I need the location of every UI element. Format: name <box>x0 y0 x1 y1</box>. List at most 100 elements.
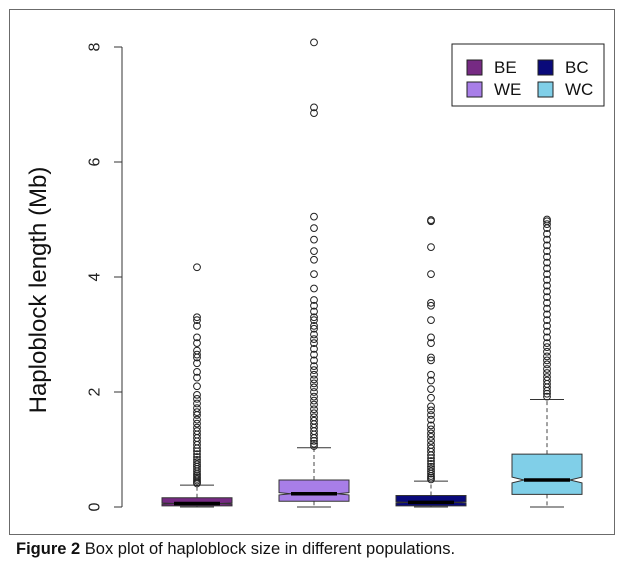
outlier-point <box>543 347 551 356</box>
outlier-point <box>310 321 318 330</box>
outlier-point <box>543 304 551 313</box>
outlier-point <box>310 388 318 396</box>
outlier-point <box>427 393 435 402</box>
outlier-point <box>193 411 201 419</box>
outlier-point <box>310 366 318 375</box>
legend-swatch <box>537 81 554 98</box>
outlier-point <box>427 339 435 348</box>
outlier-point <box>193 415 201 424</box>
outlier-point <box>427 333 435 342</box>
outlier-point <box>193 353 201 362</box>
y-tick-label: 6 <box>87 157 104 166</box>
y-tick-label: 4 <box>87 272 104 281</box>
outlier-point <box>543 220 551 229</box>
legend-label: WC <box>565 80 593 99</box>
outlier-point <box>310 247 318 256</box>
outlier-point <box>310 436 318 445</box>
outlier-point <box>543 352 551 361</box>
outlier-point <box>310 400 318 409</box>
outlier-point <box>427 432 435 441</box>
outlier-point <box>543 333 551 342</box>
outlier-point <box>193 419 201 428</box>
y-tick-label: 8 <box>87 42 104 51</box>
outlier-point <box>427 459 435 468</box>
legend-label: BE <box>494 58 517 77</box>
caption-text: Box plot of haploblock size in different… <box>80 540 456 558</box>
outlier-point <box>543 252 551 261</box>
outlier-point <box>310 296 318 304</box>
outlier-point <box>310 235 318 244</box>
outlier-point <box>427 243 435 252</box>
outlier-point <box>193 263 201 272</box>
box-we <box>278 38 350 508</box>
outlier-point <box>310 356 318 365</box>
outlier-point <box>427 469 435 478</box>
outlier-point <box>543 298 551 307</box>
outlier-point <box>543 389 551 398</box>
outlier-point <box>427 429 435 438</box>
outlier-point <box>310 316 318 325</box>
legend-swatch <box>537 59 554 76</box>
y-tick-label: 2 <box>87 387 104 396</box>
outlier-point <box>193 408 201 417</box>
outlier-point <box>310 109 318 118</box>
outlier-point <box>193 373 201 382</box>
outlier-point <box>427 217 435 226</box>
outlier-point <box>543 365 551 373</box>
outlier-point <box>427 436 435 445</box>
outlier-point <box>427 406 435 415</box>
box-plot-chart: 0 2 4 6 8 BE BC WE WC Haploblock length (Mb) <box>25 38 605 511</box>
outlier-point <box>427 316 435 325</box>
outlier-point <box>543 386 551 395</box>
outlier-point <box>543 369 551 377</box>
outlier-point <box>427 402 435 411</box>
outlier-point <box>543 316 551 325</box>
outlier-point <box>193 399 201 408</box>
outlier-point <box>427 415 435 424</box>
outlier-point <box>310 270 318 279</box>
outlier-point <box>427 301 435 310</box>
outlier-point <box>543 224 551 233</box>
outlier-point <box>193 404 201 413</box>
outlier-point <box>427 356 435 365</box>
outlier-point <box>427 370 435 379</box>
outlier-point <box>193 395 201 403</box>
outlier-point <box>310 344 318 353</box>
outlier-point <box>310 392 318 401</box>
outlier-point <box>543 258 551 267</box>
legend-swatch <box>466 81 483 98</box>
figure-frame <box>9 9 615 535</box>
outlier-point <box>543 270 551 279</box>
outlier-point <box>310 313 318 322</box>
box-be <box>161 263 233 508</box>
outlier-point <box>427 425 435 434</box>
y-tick-label: 0 <box>87 502 104 511</box>
legend-label: WE <box>494 80 521 99</box>
outlier-point <box>193 350 201 359</box>
outlier-point <box>310 212 318 221</box>
outlier-point <box>543 321 551 330</box>
outlier-point <box>543 229 551 238</box>
outlier-point <box>310 409 318 418</box>
outlier-point <box>427 385 435 394</box>
box-body <box>278 479 350 502</box>
outlier-point <box>427 451 435 460</box>
outlier-point <box>310 383 318 392</box>
outlier-point <box>193 333 201 342</box>
outlier-point <box>193 467 201 476</box>
outlier-point <box>310 405 318 414</box>
outlier-point <box>427 376 435 385</box>
outlier-point <box>193 313 201 322</box>
outlier-point <box>193 453 201 461</box>
outlier-point <box>193 382 201 391</box>
outlier-point <box>427 298 435 307</box>
box-body <box>511 453 583 495</box>
outlier-point <box>310 224 318 233</box>
outlier-point <box>543 310 551 319</box>
legend-label: BC <box>565 58 589 77</box>
outlier-point <box>543 275 551 284</box>
outlier-point <box>543 264 551 273</box>
outlier-point <box>310 335 318 344</box>
outlier-point <box>193 479 201 488</box>
y-axis-label: Haploblock length (Mb) <box>25 167 52 414</box>
